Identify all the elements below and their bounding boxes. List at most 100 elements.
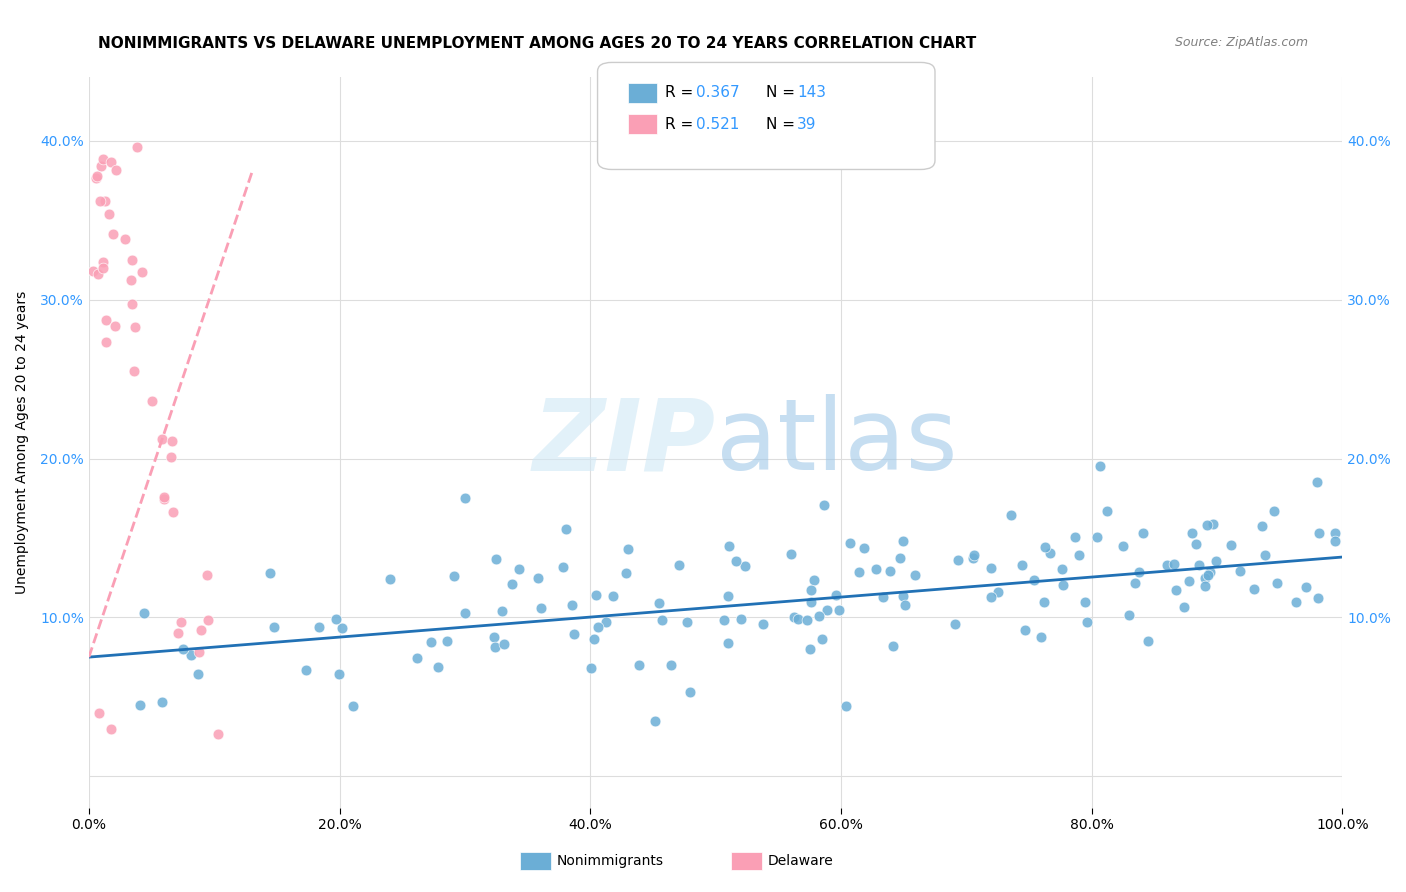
Point (170, 615, 193, 629)
Point (325, 612, 347, 626)
Point (124, 364, 146, 378)
Point (1173, 600, 1195, 615)
Point (1118, 607, 1140, 622)
Point (159, 450, 181, 464)
Point (173, 641, 195, 656)
Point (97, 207, 120, 221)
Point (1308, 526, 1330, 541)
Point (853, 541, 876, 556)
Point (808, 609, 831, 624)
Point (482, 630, 505, 644)
Text: Delaware: Delaware (768, 854, 834, 868)
Point (124, 319, 146, 334)
Point (800, 595, 823, 609)
Point (617, 541, 640, 556)
Point (987, 584, 1010, 599)
Point (882, 639, 904, 653)
Point (835, 698, 858, 713)
Point (648, 596, 671, 610)
Point (562, 627, 585, 641)
Point (796, 613, 818, 627)
Point (330, 621, 353, 635)
Point (980, 561, 1002, 575)
Point (1033, 540, 1056, 554)
Point (679, 685, 702, 699)
Text: Source: ZipAtlas.com: Source: ZipAtlas.com (1174, 36, 1308, 49)
Point (87, 267, 110, 281)
Point (134, 607, 156, 621)
Point (1265, 576, 1288, 591)
Point (1205, 553, 1227, 567)
Point (190, 624, 212, 638)
Point (825, 588, 848, 602)
Point (1164, 583, 1187, 598)
Point (508, 562, 530, 576)
Point (100, 155, 122, 169)
Point (585, 588, 607, 602)
Point (91, 255, 114, 269)
Point (780, 547, 803, 561)
Point (943, 617, 966, 632)
Point (1132, 526, 1154, 541)
Text: 143: 143 (797, 86, 827, 100)
Point (962, 550, 984, 565)
Point (129, 698, 152, 712)
Point (783, 609, 806, 624)
Point (848, 565, 870, 579)
Point (150, 695, 173, 709)
Point (84, 171, 107, 186)
Point (501, 577, 523, 591)
Text: 0.367: 0.367 (696, 86, 740, 100)
Point (180, 648, 202, 662)
Point (980, 590, 1002, 604)
Point (94, 335, 117, 350)
Point (1194, 571, 1216, 585)
Point (100, 722, 122, 736)
Point (717, 636, 740, 650)
Point (891, 533, 914, 548)
Point (963, 548, 986, 562)
Point (454, 491, 477, 506)
Point (1243, 582, 1265, 596)
Point (614, 566, 637, 580)
Point (453, 607, 475, 621)
Point (104, 163, 127, 178)
Point (730, 611, 752, 625)
Point (1000, 508, 1022, 522)
Point (803, 574, 825, 588)
Point (1022, 573, 1045, 587)
Point (659, 658, 682, 673)
Point (1052, 577, 1074, 591)
Point (1195, 518, 1218, 533)
Point (527, 571, 550, 585)
Text: N =: N = (766, 118, 800, 132)
Point (676, 615, 699, 629)
Point (1029, 630, 1052, 644)
Point (1123, 575, 1146, 590)
Point (150, 432, 173, 446)
Point (188, 645, 211, 659)
Point (1112, 539, 1135, 553)
Point (195, 567, 218, 582)
Point (484, 640, 506, 654)
Point (1014, 623, 1036, 637)
Point (551, 560, 574, 574)
Point (104, 318, 127, 333)
Point (579, 661, 602, 675)
Point (1198, 568, 1220, 582)
Text: 39: 39 (797, 118, 817, 132)
Point (82, 263, 104, 277)
Point (91, 152, 114, 166)
Point (1324, 525, 1347, 540)
Point (734, 558, 756, 573)
Point (1137, 634, 1160, 648)
Text: R =: R = (665, 118, 699, 132)
Point (1324, 533, 1347, 548)
Point (627, 657, 650, 672)
Text: R =: R = (665, 86, 699, 100)
Point (1076, 615, 1098, 629)
Point (839, 535, 862, 549)
Point (865, 562, 887, 576)
Point (294, 664, 316, 678)
Point (1181, 526, 1204, 541)
